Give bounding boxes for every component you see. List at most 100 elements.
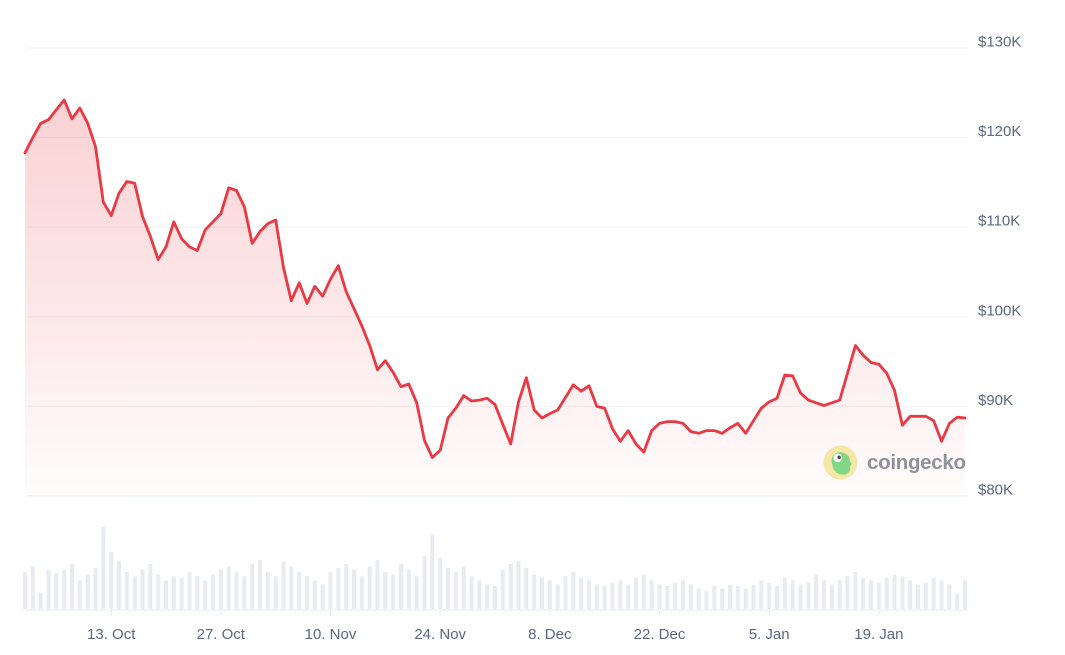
- volume-bar: [657, 584, 662, 609]
- volume-bar: [563, 576, 568, 609]
- x-axis-label: 27. Oct: [197, 626, 246, 643]
- volume-bar: [109, 551, 114, 609]
- volume-bar: [187, 572, 192, 609]
- volume-bar: [759, 580, 764, 609]
- y-axis-label: $120K: [978, 123, 1021, 140]
- volume-bar: [477, 580, 482, 609]
- volume-bar: [876, 582, 881, 609]
- volume-bar: [367, 566, 372, 609]
- volume-bar: [884, 577, 889, 609]
- volume-bar: [211, 574, 215, 609]
- volume-bar: [375, 559, 380, 609]
- volume-bar: [38, 592, 43, 609]
- volume-bar: [336, 568, 341, 609]
- volume-bar: [767, 582, 772, 609]
- volume-bar: [665, 586, 670, 609]
- volume-bar: [602, 586, 607, 609]
- volume-bar: [493, 586, 497, 609]
- x-axis-label: 10. Nov: [305, 626, 357, 643]
- volume-bar: [430, 535, 435, 609]
- volume-bar: [85, 574, 90, 609]
- coingecko-watermark-text: coingecko: [867, 450, 966, 474]
- volume-bar: [947, 584, 952, 609]
- volume-bar: [822, 580, 826, 609]
- volume-bar: [93, 568, 98, 609]
- volume-bar: [446, 568, 450, 609]
- volume-bar: [743, 588, 748, 609]
- volume-bar: [540, 577, 544, 609]
- volume-bar: [289, 566, 294, 609]
- volume-bar: [328, 572, 333, 609]
- y-axis-label: $90K: [978, 392, 1013, 409]
- volume-bar: [406, 569, 411, 609]
- volume-bar: [900, 576, 905, 609]
- volume-bar: [610, 582, 615, 609]
- coingecko-logo-icon: [823, 445, 858, 480]
- volume-bar: [148, 563, 153, 609]
- coingecko-watermark: coingecko: [823, 445, 966, 480]
- volume-bar: [790, 580, 795, 609]
- price-line[interactable]: [23, 98, 967, 459]
- volume-bar: [751, 584, 756, 609]
- volume-bar: [70, 563, 74, 609]
- volume-bar: [62, 569, 67, 609]
- volume-bar: [438, 558, 443, 609]
- volume-bar: [242, 576, 247, 609]
- volume-bar: [391, 574, 396, 609]
- volume-bar: [594, 584, 599, 609]
- x-axis-label: 13. Oct: [87, 626, 136, 643]
- volume-bar: [728, 584, 732, 609]
- volume-bar: [853, 572, 858, 609]
- volume-bar: [171, 576, 176, 609]
- volume-bar: [344, 563, 349, 609]
- volume-bar: [132, 576, 137, 609]
- volume-bar: [485, 584, 490, 609]
- volume-bar: [383, 572, 388, 609]
- volume-bar: [712, 586, 717, 609]
- volume-bar: [626, 584, 631, 609]
- volume-bar: [258, 559, 262, 609]
- volume-bar: [117, 561, 121, 609]
- y-axis-label: $110K: [978, 213, 1020, 230]
- volume-bar: [124, 572, 129, 609]
- volume-bar: [571, 572, 576, 609]
- volume-bar: [634, 577, 638, 609]
- volume-bar: [140, 569, 145, 609]
- volume-bar: [681, 580, 685, 609]
- x-axis-label: 5. Jan: [749, 626, 790, 643]
- volume-bar: [399, 563, 403, 609]
- volume-bar: [532, 574, 537, 609]
- volume-bar: [806, 582, 811, 609]
- volume-bar: [414, 576, 419, 609]
- price-area-fill: [25, 100, 965, 496]
- volume-bar: [352, 569, 356, 609]
- volume-bar: [422, 555, 427, 609]
- volume-bar: [30, 566, 35, 609]
- volume-bar: [720, 588, 725, 609]
- volume-bar: [688, 584, 693, 609]
- x-axis-label: 24. Nov: [414, 626, 466, 643]
- volume-bar: [179, 577, 184, 609]
- volume-bar: [837, 580, 842, 609]
- volume-bar: [547, 580, 552, 609]
- volume-bar: [46, 569, 51, 609]
- volume-bar: [218, 569, 223, 609]
- volume-bar: [735, 586, 740, 609]
- volume-bar: [312, 580, 317, 609]
- volume-bar: [305, 576, 309, 609]
- volume-bar: [814, 574, 819, 609]
- volume-bar: [54, 572, 59, 609]
- volume-bar: [845, 576, 850, 609]
- volume-bar: [892, 574, 897, 609]
- volume-bar: [281, 561, 286, 609]
- volume-bar: [164, 580, 168, 609]
- volume-bar: [963, 580, 967, 609]
- volume-bar: [508, 563, 513, 609]
- volume-bar: [931, 577, 936, 609]
- volume-bar: [203, 580, 208, 609]
- volume-bar: [641, 574, 646, 609]
- volume-bar: [798, 584, 803, 609]
- volume-bar: [234, 572, 239, 609]
